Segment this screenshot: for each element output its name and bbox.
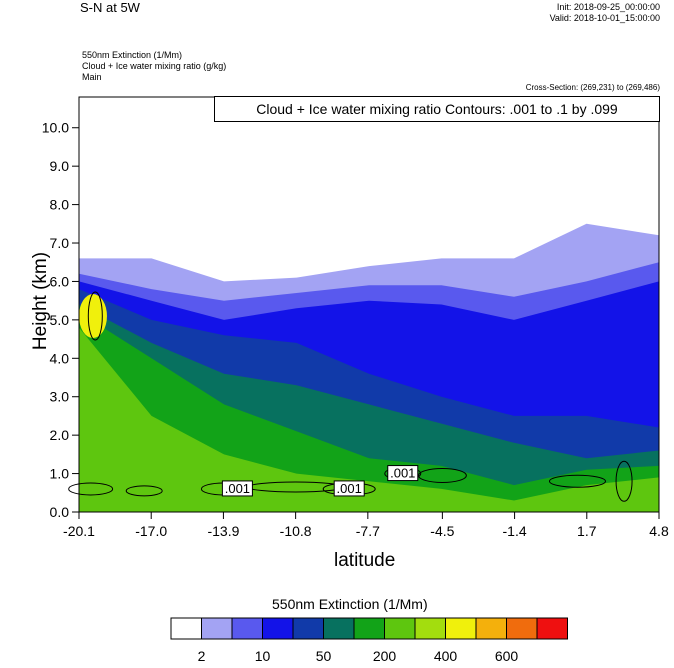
contour-label-box (387, 465, 419, 482)
contour-line (87, 291, 103, 341)
colorbar-swatch (414, 617, 446, 640)
colorbar-swatch (353, 617, 385, 640)
colorbar-swatch (323, 617, 355, 640)
x-tick-label: -10.8 (280, 523, 312, 539)
y-tick-label: 8.0 (50, 197, 70, 213)
plot-title: S-N at 5W (80, 0, 140, 15)
colorbar-swatch (170, 617, 202, 640)
colorbar-swatch (536, 617, 568, 640)
x-tick-label: -4.5 (430, 523, 454, 539)
y-tick-label: 7.0 (50, 235, 70, 251)
field-labels: 550nm Extinction (1/Mm) Cloud + Ice wate… (82, 50, 226, 83)
contour-label: .001 (390, 466, 415, 481)
valid-time: Valid: 2018-10-01_15:00:00 (549, 13, 660, 23)
colorbar-swatch (506, 617, 538, 640)
colorbar-swatch (292, 617, 324, 640)
x-axis-label: latitude (334, 550, 396, 571)
x-tick-label: 4.8 (649, 523, 669, 539)
colorbar-label: 200 (373, 648, 397, 664)
field-label-extinction: 550nm Extinction (1/Mm) (82, 50, 183, 60)
contour-line (615, 460, 633, 502)
y-tick-label: 0.0 (50, 504, 70, 520)
x-tick-label: -17.0 (135, 523, 167, 539)
contour-line (68, 482, 114, 496)
cross-section-label: Cross-Section: (269,231) to (269,486) (525, 83, 660, 92)
filled-layer-400 (79, 327, 659, 512)
x-tick-label: -13.9 (207, 523, 239, 539)
colorbar-swatch (384, 617, 416, 640)
field-label-main: Main (82, 72, 102, 82)
y-tick-label: 10.0 (42, 120, 69, 136)
colorbar-label: 600 (495, 648, 519, 664)
colorbar-label: 10 (255, 648, 271, 664)
contour-info-box: Cloud + Ice water mixing ratio Contours:… (214, 96, 660, 122)
colorbar-swatch (445, 617, 477, 640)
y-tick-label: 2.0 (50, 427, 70, 443)
colorbar-swatch (201, 617, 233, 640)
colorbar-label: 400 (434, 648, 458, 664)
y-tick-label: 4.0 (50, 350, 70, 366)
colorbar-swatch (262, 617, 294, 640)
contour-label-box (333, 480, 365, 497)
y-tick-label: 5.0 (50, 312, 70, 328)
contour-label: .001 (337, 481, 362, 496)
colorbar-title: 550nm Extinction (1/Mm) (272, 596, 428, 612)
x-tick-label: -1.4 (503, 523, 527, 539)
colorbar-label: 2 (198, 648, 206, 664)
y-tick-label: 6.0 (50, 273, 70, 289)
y-tick-label: 1.0 (50, 466, 70, 482)
x-tick-label: -20.1 (63, 523, 95, 539)
extinction-max-core (78, 294, 107, 339)
init-time: Init: 2018-09-25_00:00:00 (556, 2, 660, 12)
colorbar-swatch (475, 617, 507, 640)
y-tick-label: 3.0 (50, 389, 70, 405)
contour-line (417, 467, 467, 483)
contour-line (548, 474, 606, 488)
contour-line (125, 485, 163, 497)
colorbar-label: 50 (316, 648, 332, 664)
colorbar-swatch (231, 617, 263, 640)
y-axis-label: Height (km) (30, 251, 51, 351)
y-tick-label: 9.0 (50, 158, 70, 174)
contour-label-box (221, 480, 253, 497)
field-label-cloud-ice: Cloud + Ice water mixing ratio (g/kg) (82, 61, 227, 71)
x-tick-label: -7.7 (356, 523, 380, 539)
time-info: Init: 2018-09-25_00:00:00 Valid: 2018-10… (550, 2, 660, 24)
x-tick-label: 1.7 (577, 523, 597, 539)
contour-label: .001 (225, 481, 250, 496)
